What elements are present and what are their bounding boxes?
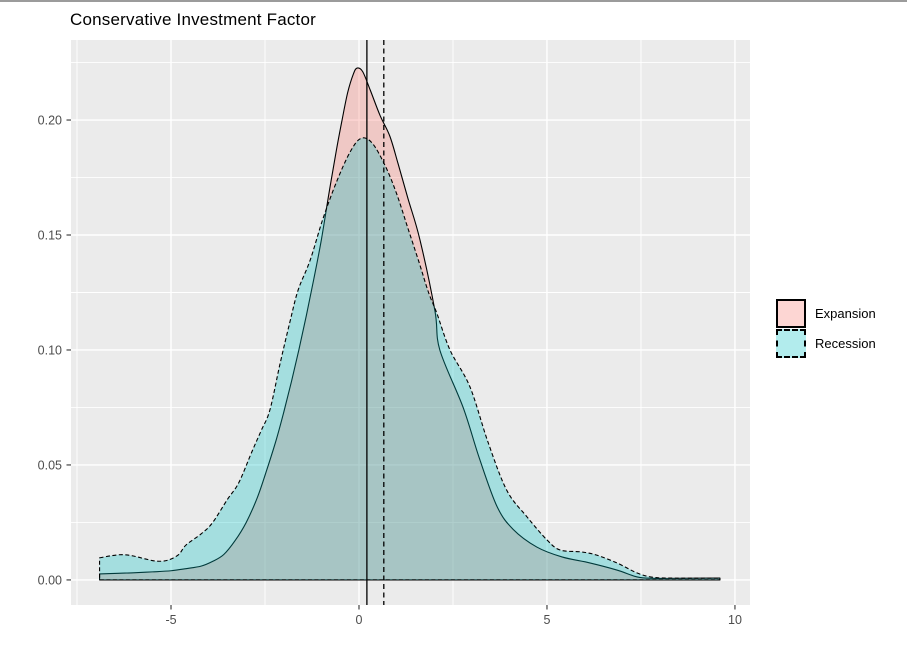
y-tick-label: 0.10 (38, 343, 62, 357)
x-tick-label: 0 (356, 613, 363, 627)
legend-item-expansion: Expansion (776, 298, 876, 328)
legend-item-recession: Recession (776, 328, 876, 358)
axis-labels: -5 0 5 10 0.00 0.05 0.10 0.15 0.20 (38, 114, 742, 627)
y-tick-label: 0.05 (38, 458, 62, 472)
density-area-recession (99, 137, 721, 581)
x-tick-label: 5 (544, 613, 551, 627)
window-top-border (0, 0, 907, 2)
axis-ticks (66, 119, 736, 610)
density-area-expansion (99, 67, 721, 581)
panel-background (71, 40, 750, 605)
y-tick-label: 0.15 (38, 229, 62, 243)
legend: Expansion Recession (776, 298, 876, 358)
legend-swatch-recession (776, 328, 806, 358)
legend-label-recession: Recession (815, 335, 876, 351)
x-tick-label: 10 (728, 613, 742, 627)
legend-label-expansion: Expansion (815, 305, 876, 321)
y-tick-label: 0.00 (38, 573, 62, 587)
x-tick-label: -5 (165, 613, 176, 627)
chart-title: Conservative Investment Factor (70, 10, 316, 29)
legend-swatch-expansion (776, 298, 806, 328)
y-tick-label: 0.20 (38, 114, 62, 128)
minor-gridlines (71, 40, 750, 605)
